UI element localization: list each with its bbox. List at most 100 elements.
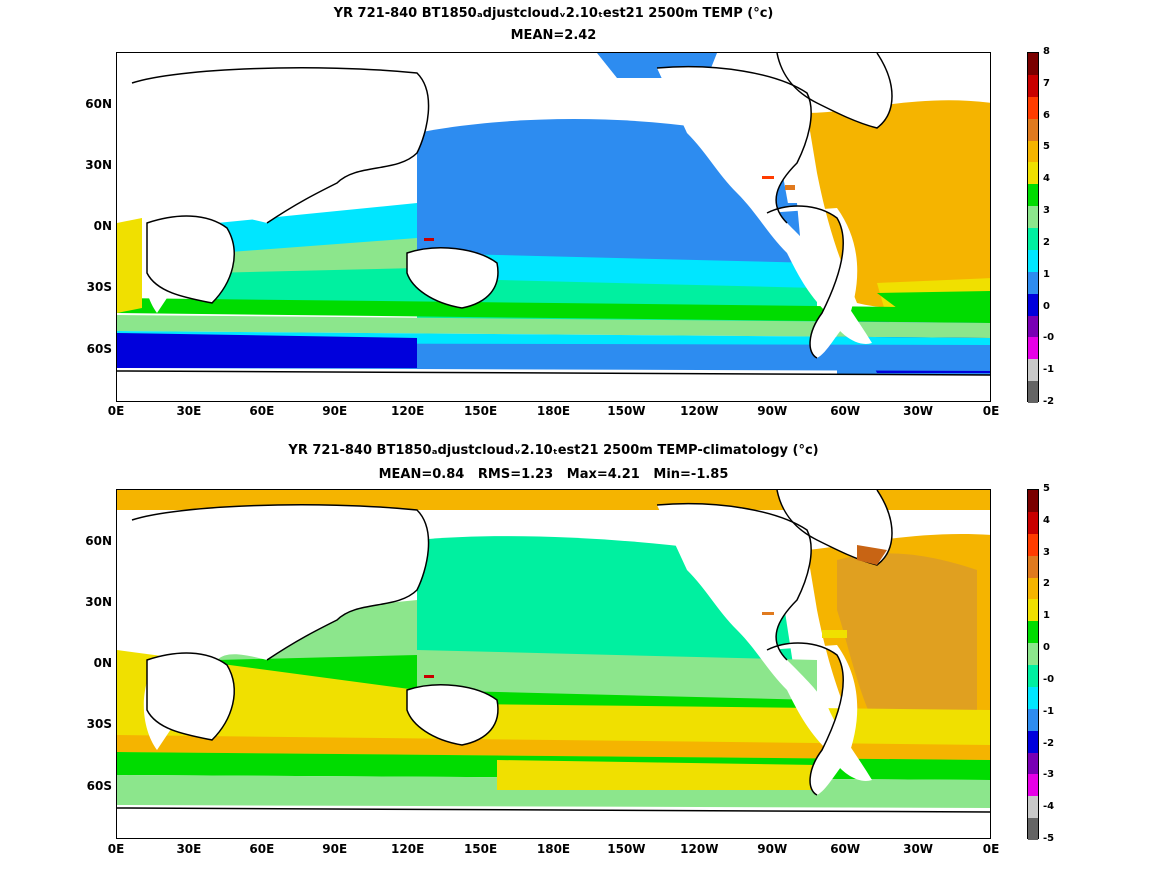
top-lon-label: 150E xyxy=(463,404,498,418)
colorbar-label: 0 xyxy=(1043,642,1050,654)
colorbar-swatch xyxy=(1028,533,1038,556)
lat-label-30n: 30N xyxy=(85,158,112,172)
colorbar-swatch xyxy=(1028,206,1038,228)
colorbar-swatch xyxy=(1028,140,1038,163)
lat-label-0n-bottom: 0N xyxy=(93,656,112,670)
colorbar-label: 7 xyxy=(1043,77,1050,89)
bottom-colorbar xyxy=(1027,489,1039,840)
colorbar-swatch xyxy=(1028,337,1038,360)
colorbar-swatch xyxy=(1028,74,1038,97)
colorbar-swatch xyxy=(1028,118,1038,141)
lat-label-30s-bottom: 30S xyxy=(86,717,112,731)
lat-label-60s-bottom: 60S xyxy=(86,779,112,793)
bottom-lon-label: 120E xyxy=(391,842,425,856)
top-colorbar xyxy=(1027,52,1039,403)
colorbar-swatch xyxy=(1028,293,1038,316)
colorbar-label: 3 xyxy=(1043,546,1050,558)
bottom-lon-label: 30E xyxy=(176,842,202,856)
top-lon-label: 0E xyxy=(107,404,125,418)
bottom-map-title: YR 721-840 BT1850ₐdjustcloudᵥ2.10ₜest21 … xyxy=(288,443,819,458)
colorbar-label: 1 xyxy=(1043,610,1050,622)
colorbar-label: 5 xyxy=(1043,483,1050,494)
colorbar-swatch xyxy=(1028,643,1038,665)
colorbar-swatch xyxy=(1028,228,1038,250)
colorbar-label: 4 xyxy=(1043,173,1050,185)
colorbar-swatch xyxy=(1028,730,1038,753)
colorbar-swatch xyxy=(1028,774,1038,797)
top-map-panel xyxy=(116,52,991,402)
top-map-field xyxy=(117,53,990,401)
colorbar-swatch xyxy=(1028,381,1038,403)
bottom-lon-label: 30W xyxy=(903,842,934,856)
colorbar-label: -0 xyxy=(1043,673,1055,685)
bottom-lon-label: 0E xyxy=(107,842,125,856)
bottom-lon-label: 90W xyxy=(757,842,788,856)
colorbar-swatch xyxy=(1028,359,1038,382)
bottom-lon-label: 180E xyxy=(536,842,571,856)
lat-label-30s: 30S xyxy=(86,280,112,294)
colorbar-swatch xyxy=(1028,599,1038,622)
top-lon-label: 60E xyxy=(249,404,275,418)
bottom-map-subtitle: MEAN=0.84 RMS=1.23 Max=4.21 Min=-1.85 xyxy=(378,467,729,482)
bottom-lon-label: 90E xyxy=(322,842,348,856)
colorbar-swatch xyxy=(1028,555,1038,578)
top-lon-label: 120E xyxy=(391,404,425,418)
colorbar-label: -2 xyxy=(1043,396,1055,407)
colorbar-label: 5 xyxy=(1043,141,1050,153)
colorbar-label: 3 xyxy=(1043,205,1050,217)
lat-label-0n: 0N xyxy=(93,219,112,233)
colorbar-label: -4 xyxy=(1043,801,1055,813)
colorbar-label: 0 xyxy=(1043,300,1050,312)
bottom-lon-label: 120W xyxy=(680,842,719,856)
colorbar-label: -1 xyxy=(1043,705,1055,717)
lat-label-30n-bottom: 30N xyxy=(85,595,112,609)
colorbar-swatch xyxy=(1028,490,1038,512)
top-lon-label: 150W xyxy=(607,404,646,418)
bottom-map-panel xyxy=(116,489,991,839)
colorbar-label: 6 xyxy=(1043,109,1050,121)
bottom-lon-label: 0E xyxy=(982,842,1000,856)
colorbar-swatch xyxy=(1028,577,1038,600)
colorbar-label: 8 xyxy=(1043,46,1050,57)
colorbar-label: -0 xyxy=(1043,332,1055,344)
bottom-lon-label: 60W xyxy=(830,842,861,856)
top-map-title: YR 721-840 BT1850ₐdjustcloudᵥ2.10ₜest21 … xyxy=(333,6,774,21)
lat-label-60s: 60S xyxy=(86,342,112,356)
colorbar-label: 2 xyxy=(1043,578,1050,590)
colorbar-swatch xyxy=(1028,796,1038,819)
top-lon-label: 0E xyxy=(982,404,1000,418)
colorbar-swatch xyxy=(1028,686,1038,709)
colorbar-label: -5 xyxy=(1043,833,1055,844)
top-map-subtitle: MEAN=2.42 xyxy=(510,28,597,43)
bottom-lon-label: 150E xyxy=(463,842,498,856)
colorbar-swatch xyxy=(1028,249,1038,272)
colorbar-label: 1 xyxy=(1043,268,1050,280)
bottom-lon-label: 150W xyxy=(607,842,646,856)
bottom-lon-label: 60E xyxy=(249,842,275,856)
colorbar-swatch xyxy=(1028,96,1038,119)
colorbar-label: 4 xyxy=(1043,514,1050,526)
top-lon-label: 120W xyxy=(680,404,719,418)
colorbar-swatch xyxy=(1028,752,1038,775)
colorbar-swatch xyxy=(1028,511,1038,534)
lat-label-60n: 60N xyxy=(85,97,112,111)
colorbar-swatch xyxy=(1028,621,1038,644)
top-lon-label: 180E xyxy=(536,404,571,418)
colorbar-label: -1 xyxy=(1043,364,1055,376)
colorbar-swatch xyxy=(1028,162,1038,185)
top-lon-label: 90E xyxy=(322,404,348,418)
top-lon-label: 60W xyxy=(830,404,861,418)
colorbar-swatch xyxy=(1028,53,1038,75)
colorbar-label: -3 xyxy=(1043,769,1055,781)
colorbar-swatch xyxy=(1028,184,1038,207)
colorbar-label: -2 xyxy=(1043,737,1055,749)
colorbar-swatch xyxy=(1028,818,1038,840)
colorbar-swatch xyxy=(1028,708,1038,731)
colorbar-swatch xyxy=(1028,315,1038,338)
top-lon-label: 30E xyxy=(176,404,202,418)
lat-label-60n-bottom: 60N xyxy=(85,534,112,548)
colorbar-swatch xyxy=(1028,665,1038,687)
colorbar-swatch xyxy=(1028,271,1038,294)
bottom-map-field xyxy=(117,490,990,838)
top-lon-label: 90W xyxy=(757,404,788,418)
